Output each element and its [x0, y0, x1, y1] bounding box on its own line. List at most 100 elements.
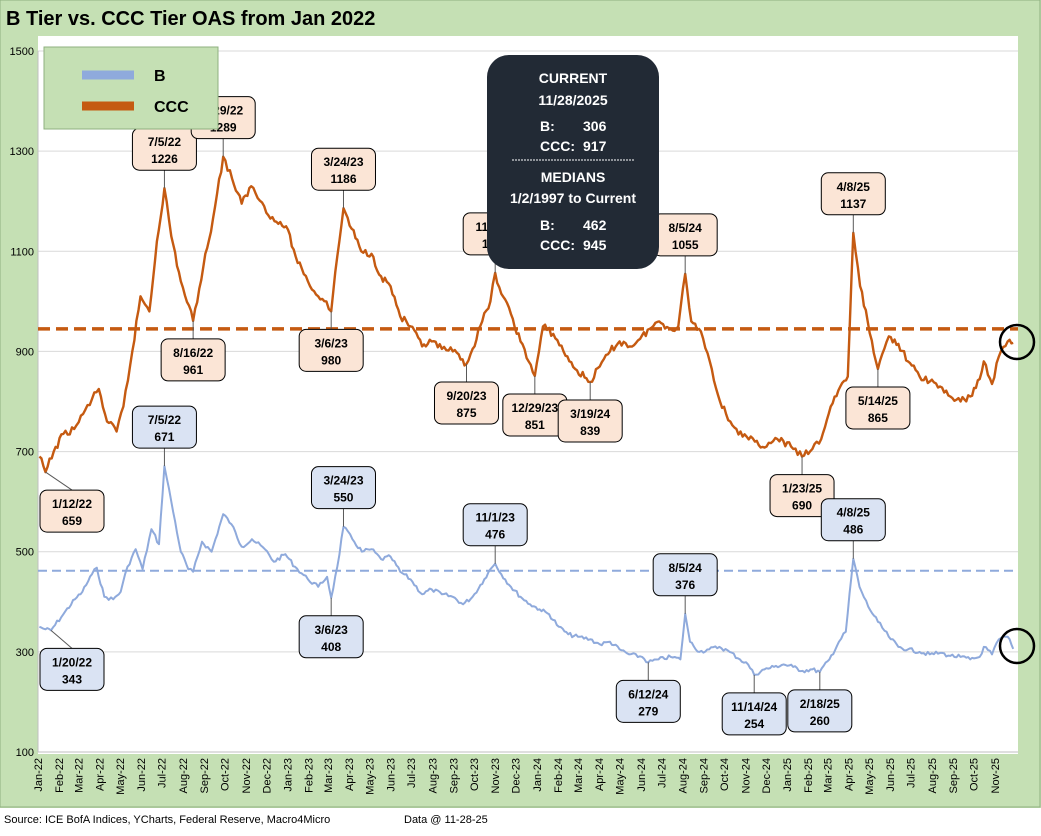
annotation-value: 961 — [183, 363, 203, 377]
annotation-date: 6/12/24 — [628, 687, 668, 701]
stats-b-current: 306 — [583, 118, 607, 134]
y-tick-label: 900 — [16, 346, 34, 358]
annotation-value: 865 — [868, 411, 888, 425]
stats-medians-range: 1/2/1997 to Current — [510, 190, 636, 206]
annotation-value: 343 — [62, 672, 82, 686]
annotation-box — [652, 553, 718, 597]
x-tick-label: Jan-24 — [532, 758, 544, 792]
annotation-date: 1/12/22 — [52, 497, 92, 511]
x-tick-label: Aug-24 — [677, 758, 689, 793]
annotation-date: 7/5/22 — [148, 413, 182, 427]
y-tick-label: 100 — [16, 747, 34, 759]
annotation-leader — [50, 629, 73, 649]
x-tick-label: Nov-25 — [990, 758, 1002, 793]
annotation-value: 486 — [843, 523, 863, 537]
stats-ccc-label: CCC: — [540, 138, 575, 154]
y-tick-label: 700 — [16, 447, 34, 459]
annotation-value: 1186 — [330, 172, 356, 186]
stats-box: CURRENT 11/28/2025 B: 306 CCC: 917 MEDIA… — [487, 55, 659, 269]
annotation-box — [298, 328, 364, 372]
x-tick-label: Sep-22 — [199, 758, 211, 793]
legend-label-ccc: CCC — [154, 99, 189, 116]
annotation-value: 875 — [456, 406, 476, 420]
x-tick-label: Oct-24 — [719, 758, 731, 791]
x-tick-label: Aug-25 — [927, 758, 939, 793]
y-axis: 100 300 500 700 900 1100 1300 1500 — [10, 46, 1018, 759]
x-tick-label: Jun-23 — [386, 758, 398, 792]
x-tick-label: Jul-25 — [906, 758, 918, 788]
annotation-date: 9/20/23 — [446, 389, 486, 403]
x-tick-label: Apr-24 — [594, 758, 606, 791]
x-tick-label: Feb-23 — [304, 758, 316, 793]
stats-b-median: 462 — [583, 217, 607, 233]
annotation-date: 4/8/25 — [837, 506, 871, 520]
x-tick-label: Jun-25 — [885, 758, 897, 792]
bottom-frame — [0, 754, 1041, 808]
x-tick-label: Nov-22 — [241, 758, 253, 793]
x-tick-label: Oct-25 — [969, 758, 981, 791]
stats-medians-heading: MEDIANS — [541, 169, 606, 185]
annotation-value: 376 — [675, 578, 695, 592]
x-tick-label: Dec-22 — [261, 758, 273, 793]
stats-ccc-median-label: CCC: — [540, 237, 575, 253]
annotation-box — [433, 381, 499, 425]
x-axis: Jan-22 Feb-22 Mar-22 Apr-22 May-22 Jun-22 Jul-… — [33, 758, 1002, 795]
series-lines — [38, 155, 1015, 676]
annotation-value: 839 — [580, 424, 600, 438]
x-tick-label: May-22 — [115, 758, 127, 795]
annotation-box — [820, 172, 886, 216]
annotation-value: 671 — [154, 430, 174, 444]
footer-data-date: Data @ 11-28-25 — [404, 814, 488, 826]
annotation-value: 659 — [62, 514, 82, 528]
y-tick-label: 300 — [16, 647, 34, 659]
y-tick-label: 1500 — [10, 46, 34, 58]
annotation-date: 7/5/22 — [148, 135, 182, 149]
x-tick-label: Jul-23 — [406, 758, 418, 788]
y-tick-label: 1300 — [10, 146, 34, 158]
x-tick-label: Feb-22 — [54, 758, 66, 793]
annotation-date: 5/14/25 — [858, 394, 898, 408]
annotation-box — [845, 386, 911, 430]
ccc-current-highlight-circle — [998, 323, 1036, 361]
annotation-box — [462, 503, 528, 547]
chart-title: B Tier vs. CCC Tier OAS from Jan 2022 — [6, 8, 375, 30]
annotation-box — [310, 466, 376, 510]
x-tick-label: Jul-22 — [157, 758, 169, 788]
x-tick-label: Jan-23 — [282, 758, 294, 792]
x-tick-label: Jun-22 — [136, 758, 148, 792]
annotation-box — [787, 689, 853, 733]
x-tick-label: Jan-25 — [782, 758, 794, 792]
chart-border — [0, 0, 1041, 808]
annotation-value: 690 — [792, 499, 812, 513]
b-current-highlight-circle — [998, 627, 1036, 665]
x-tick-label: Sep-23 — [449, 758, 461, 793]
annotation-date: 3/24/23 — [323, 474, 363, 488]
title-bar — [0, 0, 1041, 36]
x-tick-label: Apr-23 — [344, 758, 356, 791]
right-frame — [1018, 36, 1041, 808]
annotation-box — [820, 498, 886, 542]
annotation-value: 851 — [525, 418, 545, 432]
annotation-value: 550 — [333, 491, 353, 505]
annotation-value: 1137 — [840, 197, 866, 211]
annotation-box — [557, 399, 623, 443]
annotation-date: 8/16/22 — [173, 346, 213, 360]
series-line-b — [39, 465, 1015, 676]
x-tick-label: Sep-24 — [699, 758, 711, 793]
x-tick-label: Apr-25 — [844, 758, 856, 791]
x-tick-label: Feb-25 — [803, 758, 815, 793]
y-tick-label: 1100 — [10, 246, 34, 258]
annotation-date: 2/18/25 — [800, 697, 840, 711]
x-tick-label: Dec-23 — [511, 758, 523, 793]
x-tick-label: May-23 — [364, 758, 376, 795]
annotation-date: 3/19/24 — [570, 407, 610, 421]
annotation-box — [39, 647, 105, 691]
x-tick-label: Mar-25 — [822, 758, 834, 793]
stats-ccc-current: 917 — [583, 138, 607, 154]
x-tick-label: Mar-23 — [323, 758, 335, 793]
annotation-value: 260 — [810, 714, 830, 728]
annotation-box — [131, 405, 197, 449]
x-tick-label: Apr-22 — [95, 758, 107, 791]
annotation-date: 8/5/24 — [668, 561, 702, 575]
x-tick-label: Mar-22 — [73, 758, 85, 793]
